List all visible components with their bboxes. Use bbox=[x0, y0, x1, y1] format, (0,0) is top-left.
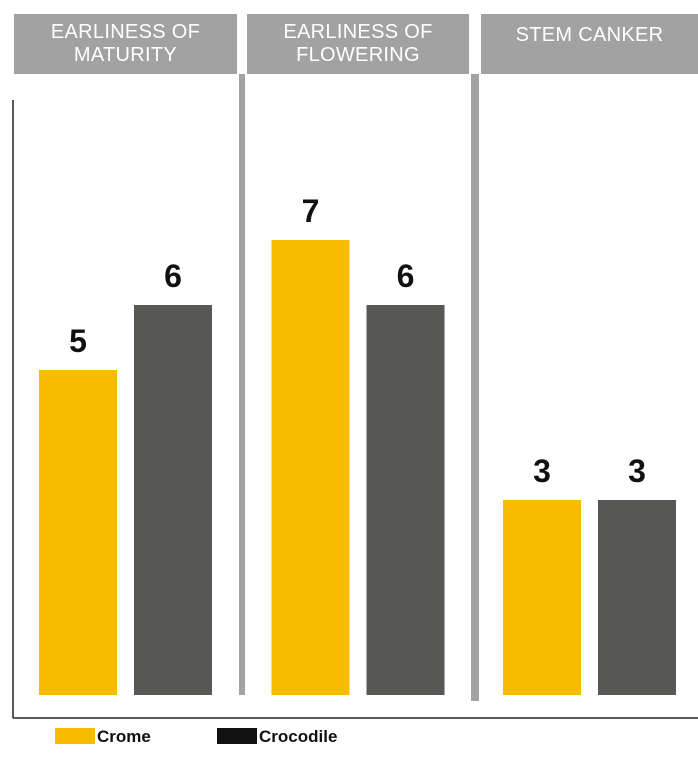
legend-label-crocodile: Crocodile bbox=[259, 727, 337, 746]
divider-1 bbox=[239, 74, 245, 695]
bar-crocodile-stem-canker bbox=[598, 500, 676, 695]
bar-crome-earliness-of-flowering bbox=[271, 240, 350, 695]
bars bbox=[39, 240, 676, 695]
header-earliness-of-flowering-line-1: EARLINESS OF bbox=[283, 21, 432, 43]
bar-crocodile-earliness-of-flowering bbox=[366, 305, 445, 695]
legend-swatch-crome bbox=[55, 728, 95, 744]
data-labels: 5 6 7 6 3 3 bbox=[69, 193, 646, 489]
bar-crome-stem-canker bbox=[503, 500, 581, 695]
value-label-crome-earliness-of-maturity: 5 bbox=[69, 323, 87, 359]
header-earliness-of-maturity-line-2: MATURITY bbox=[74, 44, 177, 66]
value-label-crocodile-stem-canker: 3 bbox=[628, 453, 646, 489]
bar-crocodile-earliness-of-maturity bbox=[134, 305, 212, 695]
header-stem-canker-line-1: STEM CANKER bbox=[516, 24, 664, 46]
value-label-crocodile-earliness-of-flowering: 6 bbox=[397, 258, 415, 294]
header-earliness-of-flowering-line-2: FLOWERING bbox=[296, 44, 420, 66]
panel-dividers bbox=[237, 14, 481, 701]
divider-2 bbox=[471, 74, 479, 701]
header-earliness-of-maturity-line-1: EARLINESS OF bbox=[51, 21, 200, 43]
header-band bbox=[14, 14, 698, 74]
legend-label-crome: Crome bbox=[97, 727, 151, 746]
axes bbox=[12, 100, 698, 719]
value-label-crome-earliness-of-flowering: 7 bbox=[302, 193, 320, 229]
legend-swatch-crocodile bbox=[217, 728, 257, 744]
value-label-crocodile-earliness-of-maturity: 6 bbox=[164, 258, 182, 294]
legend: Crome Crocodile bbox=[55, 727, 337, 746]
value-label-crome-stem-canker: 3 bbox=[533, 453, 551, 489]
bar-crome-earliness-of-maturity bbox=[39, 370, 117, 695]
